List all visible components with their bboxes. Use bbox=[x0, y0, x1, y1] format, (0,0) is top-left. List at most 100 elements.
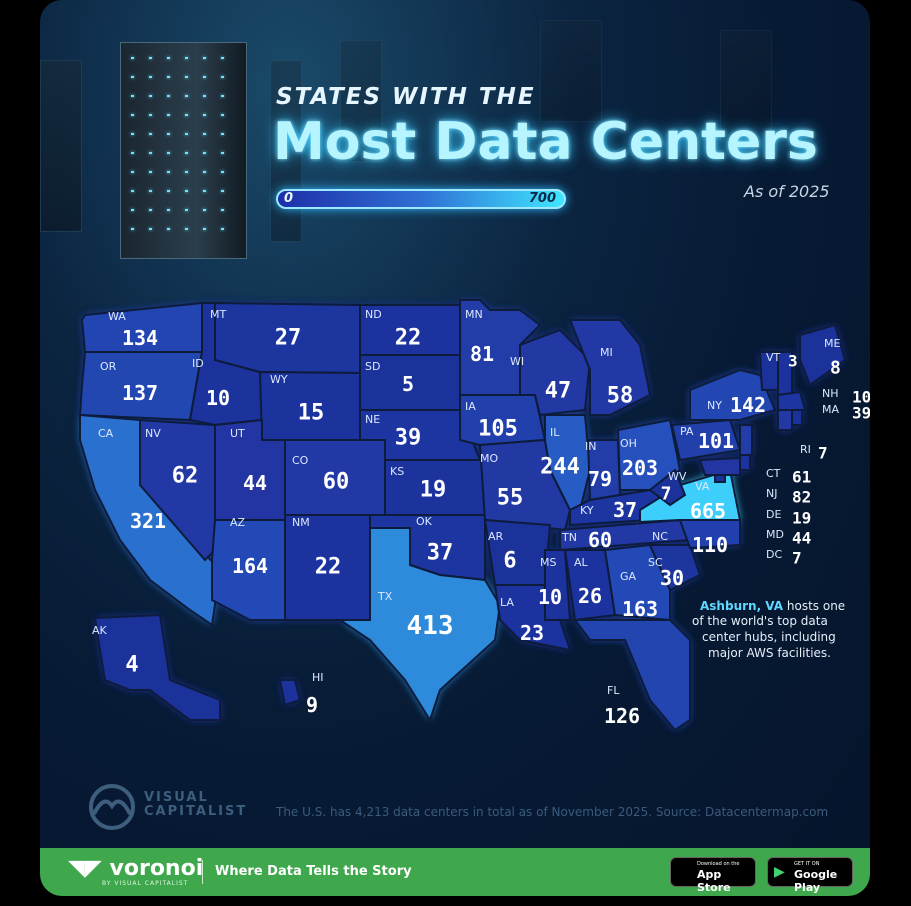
rack-led bbox=[149, 190, 152, 192]
state-nv[interactable] bbox=[139, 418, 216, 562]
rack-led bbox=[131, 114, 134, 116]
state-sc[interactable] bbox=[648, 544, 702, 592]
state-value-nj: 82 bbox=[792, 488, 811, 507]
rack-led bbox=[167, 114, 170, 116]
brand-line-2: CAPITALIST bbox=[144, 804, 248, 819]
state-code-ky: KY bbox=[580, 504, 594, 517]
state-value-al: 26 bbox=[578, 584, 602, 608]
state-code-dc: DC bbox=[766, 548, 782, 561]
state-value-ak: 4 bbox=[125, 653, 138, 678]
voronoi-logo[interactable]: ◥◤ voronoi bbox=[68, 856, 203, 881]
state-dc[interactable] bbox=[714, 474, 726, 483]
bottom-bar: ◥◤ voronoi BY VISUAL CAPITALIST Where Da… bbox=[40, 848, 870, 896]
state-code-nv: NV bbox=[145, 427, 161, 440]
state-code-nm: NM bbox=[292, 516, 310, 529]
state-value-la: 23 bbox=[520, 621, 544, 645]
rack-led bbox=[149, 133, 152, 135]
state-value-vt: 3 bbox=[788, 352, 798, 371]
rack-led bbox=[149, 57, 152, 59]
rack-led bbox=[185, 171, 188, 173]
state-code-va: VA bbox=[695, 480, 710, 493]
state-value-dc: 7 bbox=[792, 549, 802, 568]
state-ma[interactable] bbox=[777, 390, 807, 411]
state-value-mo: 55 bbox=[497, 486, 524, 511]
state-ms[interactable] bbox=[544, 549, 572, 621]
state-code-ne: NE bbox=[365, 413, 380, 426]
state-hi[interactable] bbox=[278, 679, 302, 707]
state-mi[interactable] bbox=[568, 319, 652, 416]
rack-led bbox=[167, 76, 170, 78]
rack-led bbox=[149, 152, 152, 154]
rack-led bbox=[149, 171, 152, 173]
rack-led bbox=[221, 171, 224, 173]
state-code-id: ID bbox=[192, 357, 204, 370]
rack-led bbox=[185, 95, 188, 97]
state-value-nc: 110 bbox=[692, 533, 728, 557]
state-tx[interactable] bbox=[336, 527, 502, 723]
state-code-ia: IA bbox=[465, 400, 476, 413]
rack-led bbox=[131, 190, 134, 192]
state-ct[interactable] bbox=[777, 409, 793, 431]
state-wi[interactable] bbox=[519, 328, 592, 417]
state-fl[interactable] bbox=[573, 619, 691, 732]
server-room-background bbox=[40, 0, 870, 300]
rack-led bbox=[149, 209, 152, 211]
state-value-ri: 7 bbox=[818, 444, 828, 463]
rack-led bbox=[167, 152, 170, 154]
google-play-button[interactable]: ▶ GET IT ON Google Play bbox=[767, 857, 853, 894]
state-md[interactable] bbox=[698, 456, 741, 476]
color-scale-legend: 0 700 bbox=[276, 189, 566, 209]
rack-led bbox=[221, 76, 224, 78]
state-or[interactable] bbox=[78, 351, 204, 422]
rack-led bbox=[185, 152, 188, 154]
state-value-id: 10 bbox=[206, 386, 230, 410]
state-code-nh: NH bbox=[822, 387, 839, 400]
state-value-ar: 6 bbox=[503, 549, 516, 574]
state-code-ut: UT bbox=[230, 427, 245, 440]
state-value-de: 19 bbox=[792, 509, 811, 528]
state-ga[interactable] bbox=[603, 543, 671, 622]
state-code-ks: KS bbox=[390, 465, 404, 478]
state-de[interactable] bbox=[739, 454, 751, 471]
state-ny[interactable] bbox=[689, 368, 777, 421]
rack-led bbox=[167, 228, 170, 230]
state-code-sd: SD bbox=[365, 360, 380, 373]
state-code-wa: WA bbox=[108, 310, 126, 323]
state-value-md: 44 bbox=[792, 529, 811, 548]
state-code-ms: MS bbox=[540, 556, 556, 569]
state-value-ks: 19 bbox=[420, 478, 447, 503]
rack-led bbox=[203, 152, 206, 154]
rack-led bbox=[131, 76, 134, 78]
state-wv[interactable] bbox=[648, 468, 687, 507]
rack-led bbox=[221, 114, 224, 116]
app-store-button[interactable]: Download on the App Store bbox=[670, 857, 756, 894]
state-value-in: 79 bbox=[588, 467, 612, 491]
state-value-sc: 30 bbox=[660, 566, 684, 590]
state-code-or: OR bbox=[100, 360, 117, 373]
rack-led bbox=[149, 228, 152, 230]
annotation-line-1: Ashburn, VA hosts one bbox=[700, 599, 845, 613]
us-map: WA 134 OR 137 CA 321 NV 62 ID 10 MT 27 WY 15 UT 44 AZ 164… bbox=[78, 299, 870, 732]
infographic-card: STATES WITH THE Most Data Centers 0 700 … bbox=[40, 0, 870, 896]
state-code-ri: RI bbox=[800, 443, 811, 456]
state-value-mn: 81 bbox=[470, 342, 494, 366]
rack-led bbox=[185, 209, 188, 211]
state-ri[interactable] bbox=[791, 409, 803, 426]
rack-led bbox=[167, 190, 170, 192]
state-value-ga: 163 bbox=[622, 597, 658, 621]
rack-led bbox=[131, 171, 134, 173]
state-code-mt: MT bbox=[210, 308, 226, 321]
app-store-label: App Store bbox=[697, 868, 731, 894]
state-code-az: AZ bbox=[230, 516, 246, 529]
state-value-ut: 44 bbox=[243, 471, 267, 495]
state-me[interactable] bbox=[799, 323, 847, 387]
state-value-nm: 22 bbox=[315, 555, 342, 580]
voronoi-logo-sub: BY VISUAL CAPITALIST bbox=[102, 880, 189, 887]
state-ak[interactable] bbox=[93, 613, 221, 721]
state-value-mt: 27 bbox=[275, 326, 302, 351]
state-value-wy: 15 bbox=[298, 401, 325, 426]
state-nj[interactable] bbox=[739, 424, 753, 456]
state-code-ga: GA bbox=[620, 570, 637, 583]
state-value-me: 8 bbox=[830, 357, 841, 378]
state-value-pa: 101 bbox=[698, 429, 734, 453]
